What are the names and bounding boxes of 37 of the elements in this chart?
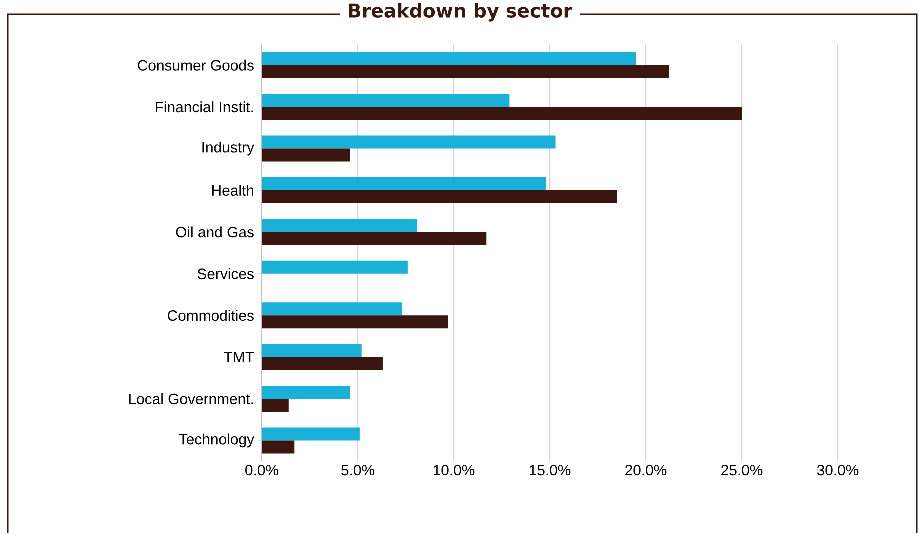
- y-tick-label: Consumer Goods: [138, 60, 254, 71]
- x-tick-label: 10.0%: [434, 464, 475, 476]
- y-tick-label: Oil and Gas: [176, 226, 254, 238]
- y-tick-label: Technology: [179, 434, 254, 448]
- bar: [262, 177, 546, 190]
- x-tick-label: 15.0%: [530, 464, 571, 476]
- bar: [262, 106, 742, 120]
- bar: [262, 344, 362, 358]
- bar: [262, 94, 510, 107]
- chart-title: Breakdown by sector: [349, 3, 573, 22]
- bar: [262, 302, 402, 316]
- bar: [262, 232, 487, 246]
- y-tick-label: Local Government.: [129, 393, 254, 404]
- y-tick-label: Services: [198, 268, 254, 280]
- bar: [262, 386, 350, 399]
- bar: [262, 428, 360, 441]
- y-tick-label: TMT: [224, 352, 254, 362]
- bar: [262, 440, 295, 454]
- y-tick-label: Commodities: [168, 310, 254, 321]
- y-tick-label: Health: [212, 184, 254, 196]
- x-tick-label: 30.0%: [817, 464, 859, 476]
- bar: [262, 52, 636, 66]
- bar: [262, 357, 383, 370]
- bar: [262, 136, 556, 149]
- bar: [262, 65, 670, 78]
- bar: [262, 190, 618, 204]
- x-tick-label: 5.0%: [342, 464, 374, 476]
- x-tick-label: 25.0%: [722, 464, 763, 476]
- y-tick-label: Financial Instit.: [156, 101, 254, 112]
- y-tick-label: Industry: [202, 142, 254, 156]
- bar: [262, 260, 408, 274]
- x-tick-label: 20.0%: [626, 464, 667, 476]
- bar: [262, 398, 289, 412]
- bar: [262, 219, 418, 232]
- bar: [262, 315, 448, 328]
- bar: [262, 148, 350, 162]
- x-tick-label: 0.0%: [246, 464, 278, 476]
